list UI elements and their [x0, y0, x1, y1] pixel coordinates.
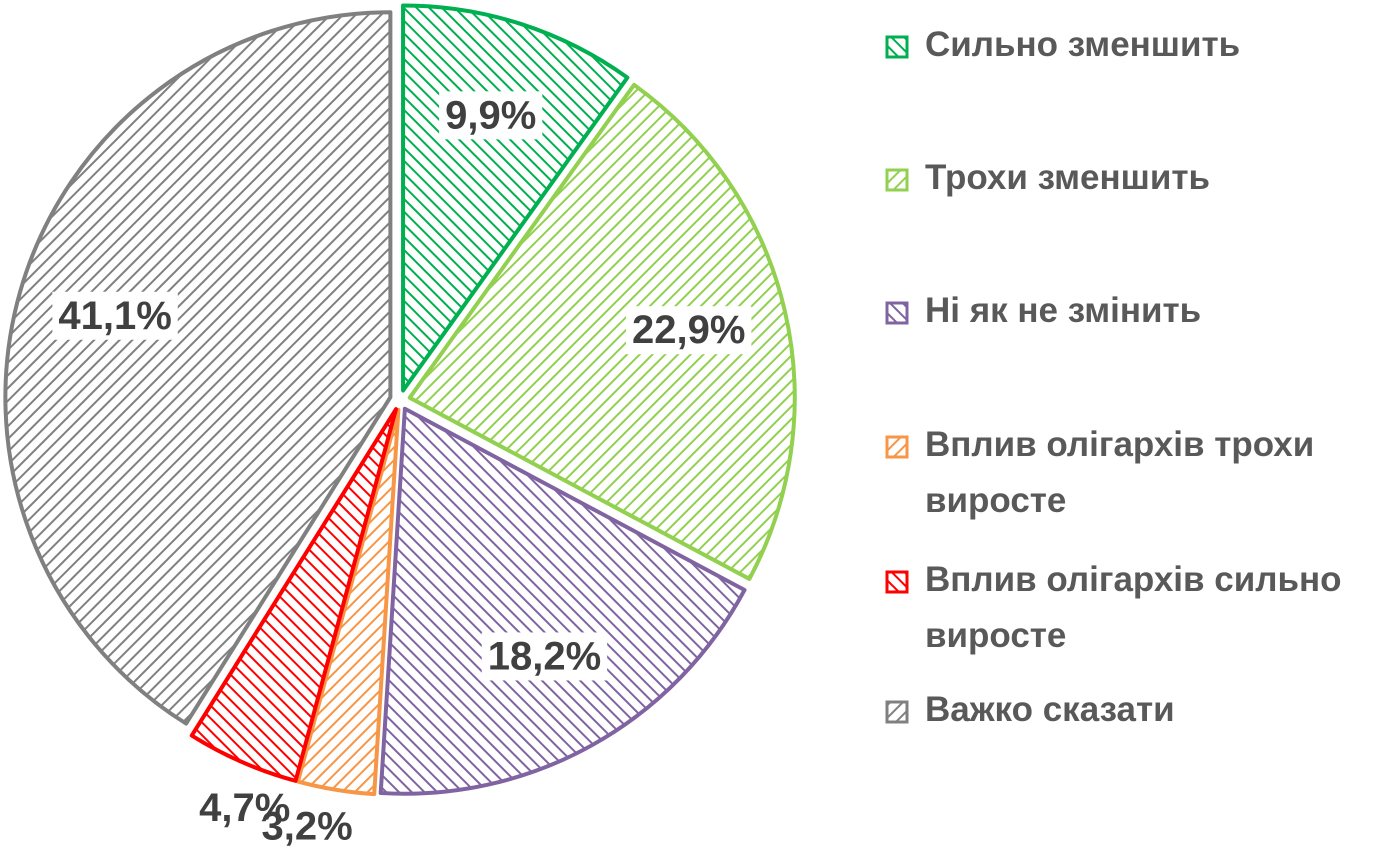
legend-label: Сильно зменшить: [925, 25, 1240, 64]
legend-swatch: [885, 35, 909, 59]
data-label: 18,2%: [488, 634, 601, 678]
pie-slice: [378, 406, 747, 796]
legend-swatch: [885, 301, 909, 325]
pie-slice: [189, 407, 398, 783]
data-label: 22,9%: [632, 308, 745, 352]
data-label: 9,9%: [445, 93, 536, 137]
data-label: 4,7%: [199, 786, 290, 830]
legend-label: Вплив олігархів сильно виросте: [925, 560, 1342, 655]
legend-swatch: [885, 700, 909, 724]
pie-slice: [407, 82, 797, 581]
legend-label: Вплив олігархів трохи виросте: [925, 425, 1314, 520]
label-background: [625, 306, 752, 355]
legend-label: Трохи зменшить: [925, 158, 1210, 197]
label-background: [481, 632, 608, 681]
data-label: 41,1%: [58, 294, 171, 338]
legend-label: Ні як не змінить: [925, 291, 1201, 330]
label-background: [439, 91, 543, 140]
pie-slice: [3, 10, 393, 726]
legend-label: Важко сказати: [925, 690, 1175, 729]
legend-swatch: [885, 435, 909, 459]
legend-swatch: [885, 168, 909, 192]
label-background: [52, 291, 178, 340]
legend-swatch: [885, 570, 909, 594]
data-label: 3,2%: [261, 805, 352, 849]
pie-slice: [295, 407, 401, 797]
